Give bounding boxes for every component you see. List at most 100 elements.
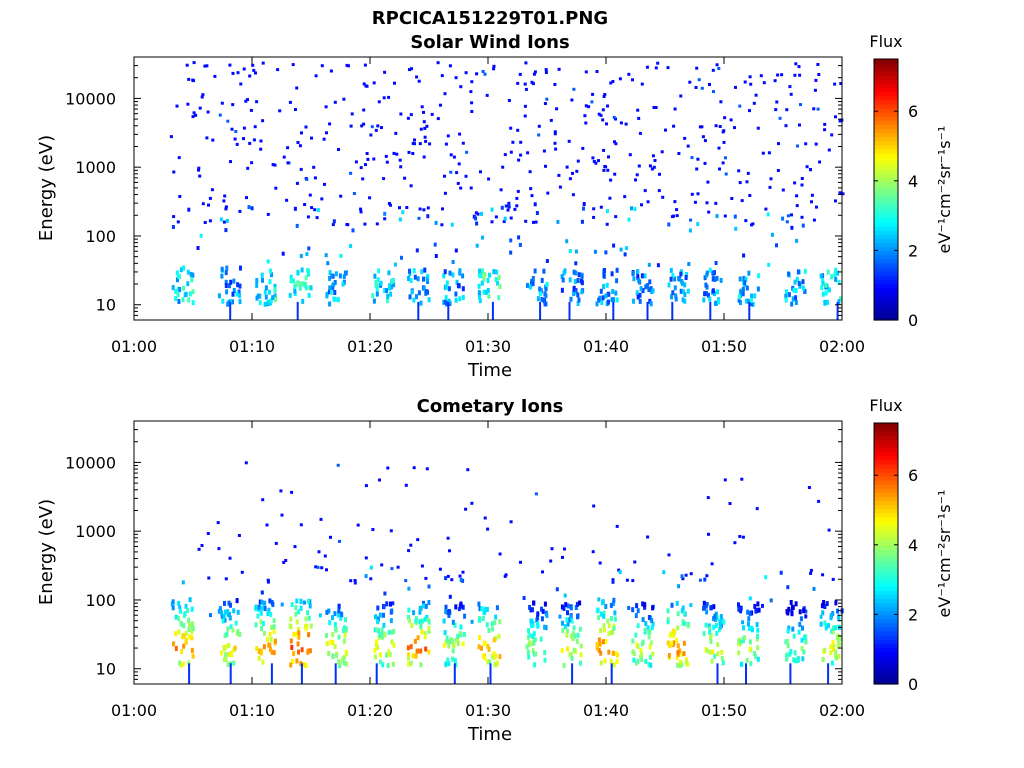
cluster-cell xyxy=(719,614,723,620)
cluster-cell xyxy=(785,639,789,644)
sparse-cell xyxy=(583,114,587,118)
sparse-cell xyxy=(274,186,278,190)
colorbar-swatch xyxy=(874,181,898,187)
cluster-cell xyxy=(447,661,451,667)
cluster-cell xyxy=(565,617,569,623)
colorbar-swatch xyxy=(874,639,898,644)
cluster-cell xyxy=(492,655,496,661)
cluster-cell xyxy=(599,660,603,666)
cluster-cell xyxy=(686,661,690,667)
sparse-cell xyxy=(294,108,297,111)
cluster-cell xyxy=(443,269,447,275)
scatter-cell xyxy=(444,576,448,581)
scatter-cell xyxy=(627,606,631,610)
sparse-cell xyxy=(226,119,230,123)
sparse-cell xyxy=(345,63,349,67)
scatter-cell xyxy=(503,216,507,221)
cluster-cell xyxy=(711,270,715,276)
sparse-cell xyxy=(420,105,424,109)
scatter-cell xyxy=(318,613,322,618)
cluster-cell xyxy=(327,608,331,614)
sparse-cell xyxy=(650,167,654,171)
cluster-cell xyxy=(390,608,394,614)
cluster-cell xyxy=(836,270,840,276)
sparse-cell xyxy=(834,199,837,203)
cluster-cell xyxy=(478,298,482,304)
colorbar-swatch xyxy=(874,582,898,587)
cluster-cell xyxy=(407,661,411,667)
sparse-cell xyxy=(278,109,282,113)
sparse-cell xyxy=(371,528,375,531)
scatter-cell xyxy=(353,580,357,585)
sparse-cell xyxy=(299,167,303,171)
cluster-cell xyxy=(483,609,487,615)
cluster-cell xyxy=(410,289,414,295)
cluster-cell xyxy=(747,621,750,627)
cluster-cell xyxy=(423,267,427,273)
cluster-cell xyxy=(644,621,648,627)
sparse-cell xyxy=(557,67,561,71)
cluster-cell xyxy=(596,607,600,613)
cluster-cell xyxy=(379,659,383,665)
sparse-cell xyxy=(673,107,677,111)
sparse-cell xyxy=(315,216,319,220)
sparse-cell xyxy=(504,573,508,577)
cluster-cell xyxy=(824,625,828,631)
cluster-cell xyxy=(423,616,427,622)
cluster-cell xyxy=(669,631,673,637)
cluster-cell xyxy=(528,284,532,290)
sparse-cell xyxy=(246,98,249,102)
cluster-cell xyxy=(190,277,194,283)
sparse-cell xyxy=(812,218,816,222)
sparse-cell xyxy=(814,142,818,146)
sparse-cell xyxy=(411,152,415,155)
cluster-cell xyxy=(487,293,491,299)
scatter-cell xyxy=(812,586,816,591)
cluster-cell xyxy=(526,649,530,655)
colorbar-swatch xyxy=(874,533,898,538)
cluster-cell xyxy=(674,293,678,299)
scatter-cell xyxy=(475,221,479,226)
scatter-cell xyxy=(680,574,684,579)
cluster-cell xyxy=(176,292,180,298)
cluster-cell xyxy=(480,606,484,612)
colorbar-swatch xyxy=(874,606,898,612)
scatter-cell xyxy=(801,223,805,228)
cluster-cell xyxy=(424,646,428,652)
colorbar-swatch xyxy=(874,148,898,154)
sparse-cell xyxy=(229,160,232,164)
sparse-cell xyxy=(446,134,450,138)
heatmap-cells xyxy=(169,61,845,320)
scatter-cell xyxy=(696,222,700,227)
cluster-cell xyxy=(533,637,537,643)
colorbar-swatch xyxy=(874,75,898,80)
colorbar-swatch xyxy=(874,439,898,444)
sparse-cell xyxy=(363,222,367,226)
cluster-cell xyxy=(497,275,501,280)
sparse-cell xyxy=(701,135,705,139)
cluster-cell xyxy=(536,296,540,302)
colorbar-swatch xyxy=(874,643,898,648)
sparse-cell xyxy=(409,543,413,547)
colorbar-tick-label: 6 xyxy=(908,466,918,485)
scatter-cell xyxy=(715,214,719,219)
cluster-cell xyxy=(643,604,647,610)
scatter-cell xyxy=(427,584,431,589)
sparse-cell xyxy=(394,131,398,135)
sparse-cell xyxy=(719,100,723,104)
cluster-cell xyxy=(718,620,722,626)
scatter-cell xyxy=(307,246,311,251)
sparse-cell xyxy=(375,222,379,226)
cluster-cell xyxy=(228,651,232,657)
cluster-cell xyxy=(345,661,349,667)
colorbar-swatch xyxy=(874,160,898,166)
cluster-cell xyxy=(785,656,789,662)
sparse-cell xyxy=(205,64,209,68)
sparse-cell xyxy=(369,577,373,581)
x-tick-label: 01:00 xyxy=(111,701,157,720)
cluster-cell xyxy=(444,609,448,615)
scatter-cell xyxy=(568,249,572,253)
scatter-cell xyxy=(804,614,808,619)
cluster-cell xyxy=(386,663,390,669)
cluster-cell xyxy=(675,600,679,606)
